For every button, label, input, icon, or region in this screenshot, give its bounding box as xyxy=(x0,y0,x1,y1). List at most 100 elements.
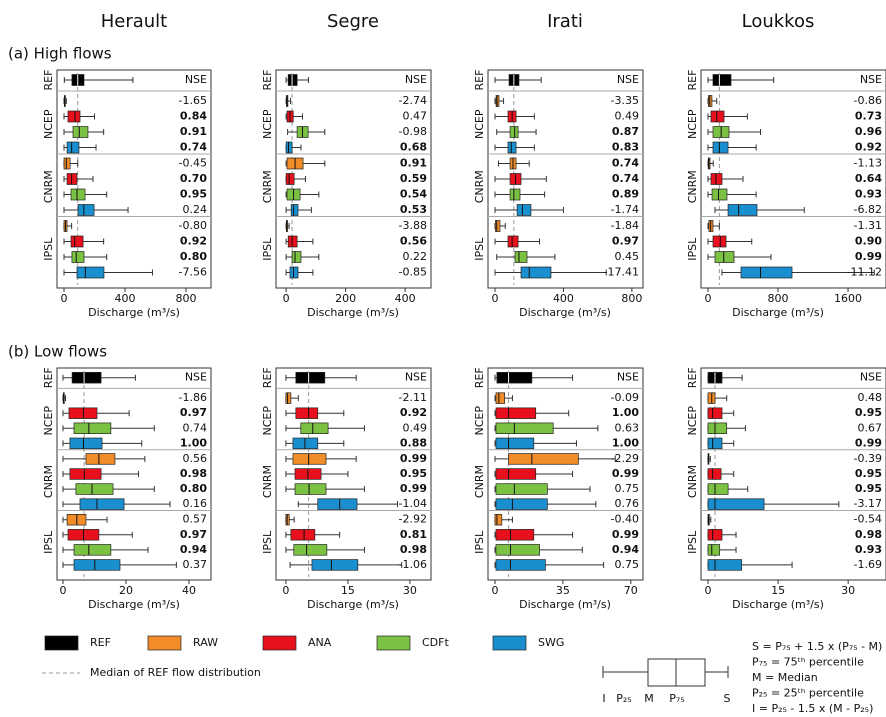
key-line: M = Median xyxy=(752,671,818,684)
box xyxy=(290,529,316,541)
nse-value: -0.86 xyxy=(854,94,882,107)
x-tick-label: 30 xyxy=(403,584,417,597)
box xyxy=(291,251,302,263)
group-label: REF xyxy=(261,70,274,91)
nse-value: 1.00 xyxy=(612,436,639,449)
x-tick-label: 0 xyxy=(282,584,289,597)
key-line: P₂₅ = 25ᵗʰ percentile xyxy=(752,687,864,700)
box xyxy=(287,74,298,86)
x-tick-label: 0 xyxy=(705,584,712,597)
nse-value: -1.13 xyxy=(854,157,882,170)
key-line: S = P₇₅ + 1.5 x (P₇₅ - M) xyxy=(752,640,882,653)
box xyxy=(495,468,537,480)
nse-value: -1.04 xyxy=(399,497,427,510)
nse-value: 0.95 xyxy=(400,467,427,480)
nse-value: -6.82 xyxy=(854,203,882,216)
plot-frame xyxy=(275,367,432,581)
legend-label: ANA xyxy=(308,636,332,649)
group-label: NCEP xyxy=(686,109,699,139)
box xyxy=(70,235,84,248)
legend-label: SWG xyxy=(538,636,564,649)
nse-value: 0.37 xyxy=(183,558,208,571)
nse-value: 0.80 xyxy=(180,250,207,263)
key-line: I = P₂₅ - 1.5 x (M - P₂₅) xyxy=(752,702,873,715)
box xyxy=(285,141,293,154)
column-title: Segre xyxy=(327,11,379,32)
box xyxy=(508,453,579,465)
box xyxy=(495,422,554,434)
nse-value: -0.54 xyxy=(854,513,882,526)
group-label: IPSL xyxy=(42,237,55,261)
box xyxy=(71,372,102,384)
group-label: CNRM xyxy=(42,170,55,203)
nse-value: 0.53 xyxy=(400,203,427,216)
column-title: Herault xyxy=(101,11,168,32)
nse-value: 0.70 xyxy=(180,172,207,185)
nse-value: 0.67 xyxy=(858,421,883,434)
panel: NSE -2.11 0.92 0.49 0.88 0.99 0.95 0.99 -1.04 -2.… xyxy=(261,367,432,611)
group-label: IPSL xyxy=(261,237,274,261)
nse-value: 0.73 xyxy=(855,110,882,123)
nse-value: -0.40 xyxy=(611,513,639,526)
box xyxy=(507,141,517,154)
box xyxy=(285,392,292,404)
nse-value: 0.92 xyxy=(400,406,427,419)
box xyxy=(509,188,521,201)
nse-value: 0.74 xyxy=(612,157,639,170)
nse-value: 0.99 xyxy=(400,482,427,495)
box xyxy=(495,529,535,541)
nse-value: -2.74 xyxy=(399,94,427,107)
group-label: CNRM xyxy=(686,465,699,498)
nse-value: 0.83 xyxy=(612,141,639,154)
x-tick-label: 1600 xyxy=(834,292,862,305)
group-label: CNRM xyxy=(473,465,486,498)
nse-value: 0.92 xyxy=(855,141,882,154)
box xyxy=(520,266,552,279)
x-axis-label: Discharge (m³/s) xyxy=(519,598,611,611)
nse-value: 0.16 xyxy=(183,497,208,510)
legend-label: CDFt xyxy=(422,636,449,649)
box xyxy=(63,157,71,170)
x-axis-label: Discharge (m³/s) xyxy=(307,598,399,611)
nse-value: 0.47 xyxy=(403,110,428,123)
legend-swatch xyxy=(147,635,182,651)
box xyxy=(496,372,533,384)
box xyxy=(495,498,548,510)
group-label: NCEP xyxy=(261,109,274,139)
x-tick-label: 20 xyxy=(119,584,133,597)
nse-value: 0.74 xyxy=(183,421,208,434)
x-axis-label: Discharge (m³/s) xyxy=(519,306,611,319)
box xyxy=(295,407,319,419)
nse-value: 0.93 xyxy=(855,543,882,556)
box xyxy=(507,235,519,248)
box xyxy=(712,74,732,86)
box xyxy=(710,173,723,185)
group-label: IPSL xyxy=(473,530,486,554)
panel: NSE -1.86 0.97 0.74 1.00 0.56 0.98 0.80 0.16 0.57… xyxy=(8,343,212,611)
box xyxy=(287,235,298,248)
panel: NSE 0.48 0.95 0.67 0.99 -0.39 0.95 0.95 -3.17 -0.… xyxy=(686,367,886,611)
nse-value: 1.00 xyxy=(180,436,207,449)
row-label: (b) Low flows xyxy=(8,343,107,361)
nse-value: 0.98 xyxy=(400,543,427,556)
nse-value: 0.95 xyxy=(180,188,207,201)
nse-value: -2.11 xyxy=(399,391,427,404)
nse-value: 0.63 xyxy=(615,421,640,434)
box xyxy=(292,453,327,465)
x-tick-label: 30 xyxy=(841,584,855,597)
nse-value: 0.80 xyxy=(180,482,207,495)
plot-frame xyxy=(487,367,644,581)
nse-value: 0.56 xyxy=(400,235,427,248)
legend-swatch xyxy=(492,635,527,651)
nse-value: 0.99 xyxy=(855,250,882,263)
group-label: REF xyxy=(686,367,699,388)
nse-value: 0.57 xyxy=(183,513,208,526)
x-tick-label: 400 xyxy=(553,292,574,305)
nse-value: -17.41 xyxy=(604,266,639,279)
box xyxy=(714,251,735,263)
box xyxy=(69,468,102,480)
nse-value: -7.56 xyxy=(179,266,207,279)
nse-value: 1.00 xyxy=(612,406,639,419)
box xyxy=(76,266,105,279)
